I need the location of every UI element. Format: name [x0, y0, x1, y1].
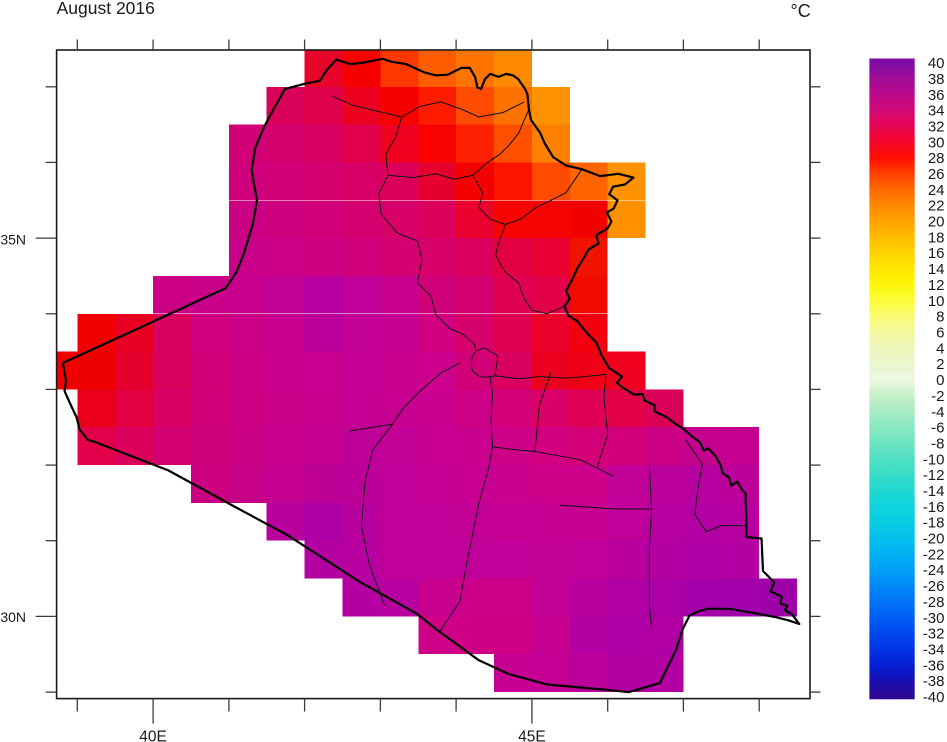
- svg-text:26: 26: [928, 166, 945, 183]
- svg-text:-12: -12: [923, 467, 945, 484]
- svg-text:-30: -30: [923, 610, 945, 627]
- svg-text:-26: -26: [923, 578, 945, 595]
- svg-text:August 2016: August 2016: [57, 0, 155, 18]
- svg-text:22: 22: [928, 198, 945, 215]
- svg-text:-14: -14: [923, 483, 945, 500]
- svg-text:28: 28: [928, 150, 945, 167]
- svg-text:45E: 45E: [518, 728, 546, 742]
- svg-text:2: 2: [936, 356, 944, 373]
- svg-text:24: 24: [928, 182, 945, 199]
- svg-text:35N: 35N: [0, 232, 26, 248]
- svg-text:-28: -28: [923, 594, 945, 611]
- svg-text:-36: -36: [923, 657, 945, 674]
- svg-text:0: 0: [936, 372, 944, 389]
- svg-text:40E: 40E: [139, 728, 167, 742]
- svg-text:-24: -24: [923, 562, 945, 579]
- svg-text:-32: -32: [923, 626, 945, 643]
- svg-text:-2: -2: [931, 388, 944, 405]
- svg-text:12: 12: [928, 277, 945, 294]
- svg-text:-20: -20: [923, 531, 945, 548]
- svg-text:16: 16: [928, 245, 945, 262]
- svg-text:°C: °C: [791, 1, 811, 21]
- svg-text:10: 10: [928, 293, 945, 310]
- svg-text:30N: 30N: [0, 609, 26, 625]
- svg-text:-10: -10: [923, 451, 945, 468]
- svg-text:32: 32: [928, 119, 945, 136]
- svg-text:14: 14: [928, 261, 945, 278]
- svg-text:-22: -22: [923, 546, 945, 563]
- svg-text:-16: -16: [923, 499, 945, 516]
- svg-text:-18: -18: [923, 515, 945, 532]
- svg-text:-8: -8: [931, 435, 944, 452]
- svg-text:-6: -6: [931, 420, 944, 437]
- svg-text:30: 30: [928, 134, 945, 151]
- svg-text:34: 34: [928, 103, 945, 120]
- svg-text:-4: -4: [931, 404, 944, 421]
- svg-text:6: 6: [936, 325, 944, 342]
- svg-text:4: 4: [936, 340, 944, 357]
- svg-text:-40: -40: [923, 689, 945, 706]
- svg-text:-34: -34: [923, 642, 945, 659]
- svg-text:40: 40: [928, 55, 945, 72]
- svg-text:20: 20: [928, 214, 945, 231]
- svg-text:36: 36: [928, 87, 945, 104]
- svg-text:8: 8: [936, 309, 944, 326]
- svg-text:-38: -38: [923, 673, 945, 690]
- svg-text:18: 18: [928, 229, 945, 246]
- svg-text:38: 38: [928, 71, 945, 88]
